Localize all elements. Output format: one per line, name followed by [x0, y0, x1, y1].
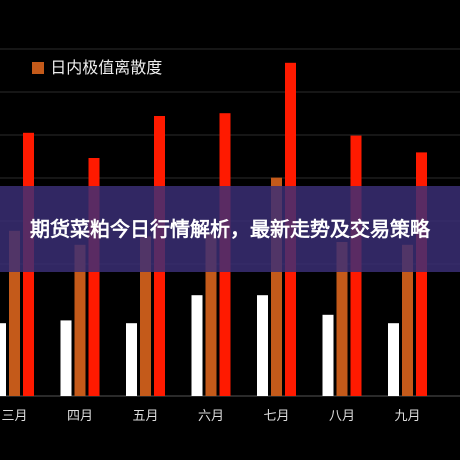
headline-title: 期货菜粕今日行情解析，最新走势及交易策略 — [30, 216, 430, 241]
bar-四月-series-3 — [88, 158, 100, 396]
x-tick-label: 九月 — [394, 409, 420, 424]
legend-swatch-orange — [32, 62, 45, 74]
bar-六月-series-1 — [191, 295, 203, 396]
bar-七月-series-1 — [257, 295, 268, 396]
bar-九月-series-2 — [402, 244, 413, 396]
bar-六月-series-2 — [205, 233, 217, 396]
bar-三月-series-1 — [0, 323, 6, 396]
bar-九月-series-1 — [388, 323, 399, 396]
bar-七月-series-2 — [271, 177, 282, 396]
x-tick-label: 七月 — [263, 409, 289, 424]
bar-九月-series-3 — [416, 152, 427, 396]
bar-四月-series-2 — [74, 244, 86, 396]
x-tick-label: 三月 — [1, 409, 27, 424]
bar-八月-series-2 — [336, 242, 348, 396]
bar-八月-series-1 — [322, 314, 334, 396]
bar-三月-series-2 — [9, 230, 20, 396]
bar-五月-series-2 — [140, 236, 151, 396]
x-tick-label: 四月 — [67, 409, 93, 424]
bar-五月-series-1 — [126, 323, 137, 396]
x-tick-labels: 三月 四月 五月 六月 七月 八月 九月 — [1, 409, 420, 424]
bar-四月-series-1 — [60, 320, 72, 396]
x-tick-label: 六月 — [198, 409, 224, 424]
legend-row-top: 度 日内极值离散度 — [0, 54, 162, 78]
x-tick-label: 五月 — [132, 409, 158, 424]
headline-banner: 期货菜粕今日行情解析，最新走势及交易策略 — [0, 186, 460, 272]
x-tick-label: 八月 — [329, 409, 355, 424]
legend-label-2: 日内极值离散度 — [50, 58, 163, 77]
